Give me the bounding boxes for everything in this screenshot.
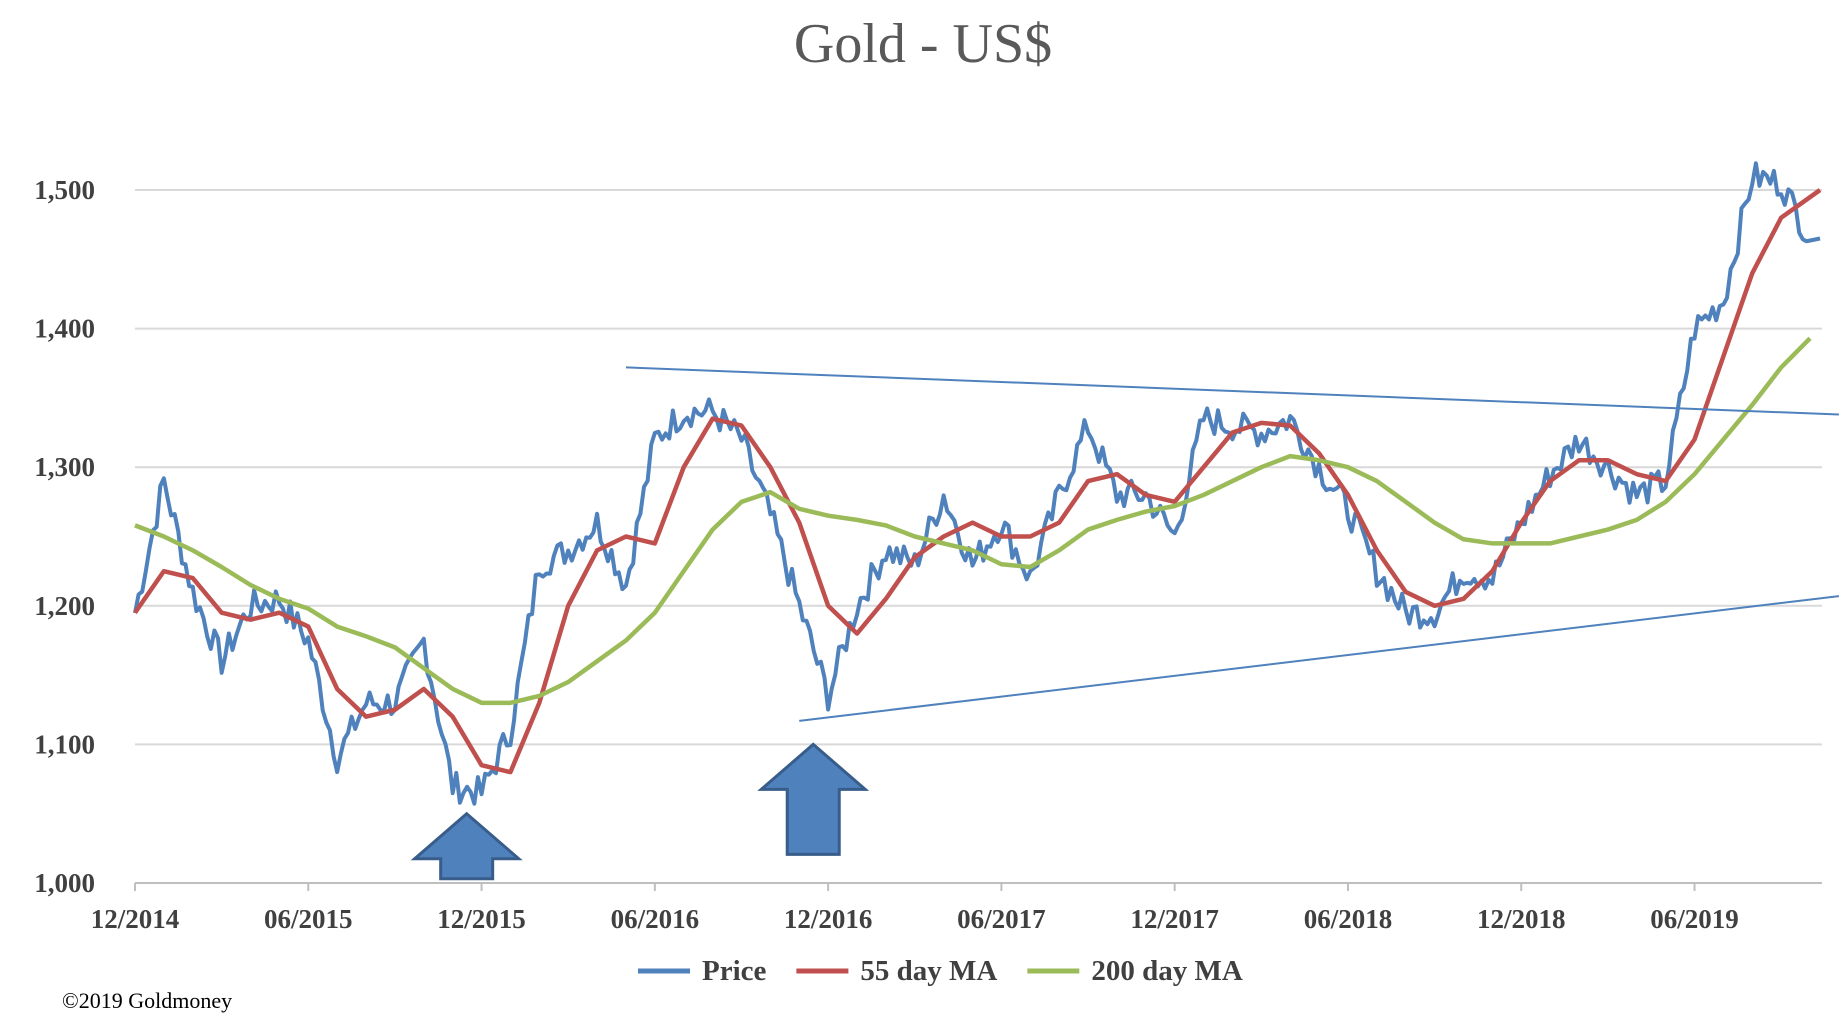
- x-tick-label: 12/2017: [1130, 904, 1219, 934]
- x-tick-label: 06/2018: [1304, 904, 1393, 934]
- up-arrow-annotation: [757, 742, 870, 856]
- x-tick-label: 06/2016: [611, 904, 700, 934]
- y-tick-label: 1,200: [34, 591, 95, 621]
- trendline: [799, 595, 1840, 722]
- legend-label: 200 day MA: [1091, 955, 1243, 987]
- y-tick-label: 1,400: [34, 314, 95, 344]
- chart-title: Gold - US$: [793, 13, 1053, 75]
- copyright-text: ©2019 Goldmoney: [62, 988, 233, 1013]
- x-tick-label: 12/2014: [91, 904, 180, 934]
- series-line-200-day-ma: [134, 336, 1812, 706]
- x-tick-label: 06/2015: [264, 904, 353, 934]
- y-tick-label: 1,000: [34, 868, 95, 898]
- y-tick-label: 1,100: [34, 729, 95, 759]
- legend-label: Price: [702, 955, 767, 987]
- x-tick-label: 12/2016: [784, 904, 873, 934]
- series-line-price: [133, 161, 1821, 806]
- series-line-55-day-ma: [133, 188, 1822, 775]
- x-tick-label: 06/2017: [957, 904, 1046, 934]
- x-tick-label: 12/2015: [437, 904, 526, 934]
- up-arrow-annotation: [410, 811, 523, 881]
- legend-label: 55 day MA: [860, 955, 997, 987]
- trendline: [625, 366, 1839, 416]
- y-tick-label: 1,300: [34, 452, 95, 482]
- x-tick-label: 06/2019: [1650, 904, 1739, 934]
- x-tick-label: 12/2018: [1477, 904, 1566, 934]
- y-tick-label: 1,500: [34, 175, 95, 205]
